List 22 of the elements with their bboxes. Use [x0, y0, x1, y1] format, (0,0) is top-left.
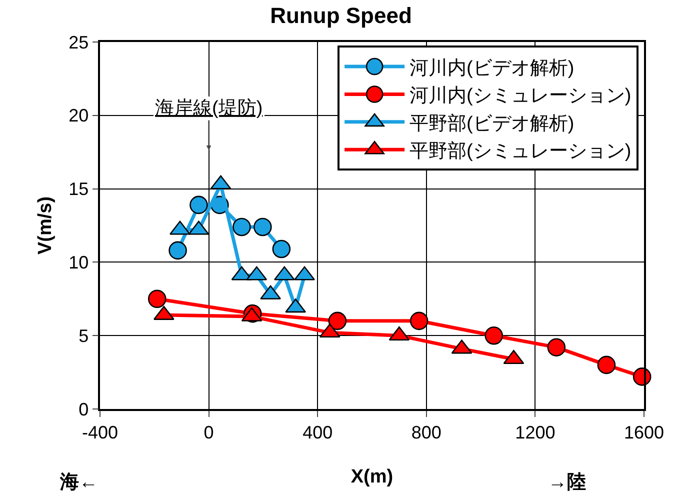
y-tick-label: 15 [68, 179, 89, 200]
legend-label: 平野部(シミュレーション) [410, 140, 632, 162]
x-tick-label: 1600 [624, 422, 664, 442]
text: 海← [59, 472, 98, 493]
legend-label: 河川内(シミュレーション) [410, 86, 632, 107]
y-tick-label: 10 [68, 252, 89, 272]
x-tick-label: 1200 [515, 422, 556, 442]
y-axis-title: V(m/s) [34, 196, 56, 255]
y-tick-label: 0 [78, 399, 89, 420]
x-tick-label: 800 [411, 422, 442, 442]
text: →陸 [548, 472, 586, 493]
x-tick-label: 0 [204, 422, 214, 442]
x-tick-label: 400 [302, 422, 333, 442]
x-axis-title: X(m) [350, 466, 394, 488]
y-tick-label: 5 [78, 326, 89, 346]
annotation: 海岸線(堤防) [155, 98, 263, 119]
y-tick-label: 25 [68, 32, 89, 52]
x-tick-label: -400 [82, 422, 118, 442]
legend-label: 河川内(ビデオ解析) [410, 58, 574, 79]
legend-label: 平野部(ビデオ解析) [410, 112, 574, 134]
y-tick-label: 20 [68, 106, 89, 126]
chart-title: Runup Speed [270, 2, 412, 28]
